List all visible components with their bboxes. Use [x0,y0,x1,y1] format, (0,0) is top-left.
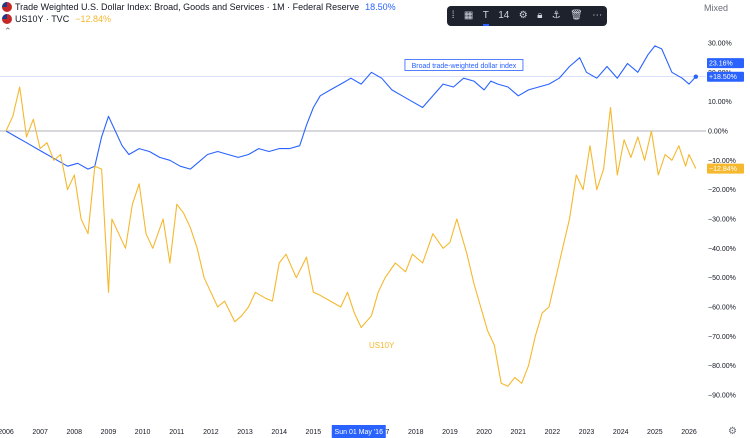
crosshair-date-label: Sun 01 May '16 [335,429,384,436]
gear-icon[interactable]: ⚙ [728,426,737,437]
dxy-last-tag-bg [707,58,744,69]
x-tick-label: 2008 [67,429,83,436]
y-tick-label: −40.00% [708,246,736,253]
y-tick-label: −80.00% [708,363,736,370]
x-tick-label: 2026 [681,429,697,436]
y-tick-label: −20.00% [708,187,736,194]
x-tick-label: 2014 [271,429,287,436]
x-tick-label: 2009 [101,429,117,436]
legend-us10y[interactable]: US10Y · TVC −12.84% [0,14,111,24]
drag-handle-icon[interactable]: ⁞ [451,10,455,21]
x-tick-label: 2012 [203,429,219,436]
trash-icon[interactable]: 🗑︎ [570,10,583,21]
text-icon[interactable]: T [482,7,489,26]
x-tick-label: 2006 [0,429,14,436]
y-tick-label: 30.00% [708,41,732,48]
legend-dxy[interactable]: Trade Weighted U.S. Dollar Index: Broad,… [0,2,396,12]
legend-dxy-value: 18.50% [365,2,396,12]
y-tick-label: 10.00% [708,99,732,106]
y-tick-label: −10.00% [708,158,736,165]
annotation-label: Broad trade-weighted dollar index [412,63,517,70]
us-flag-icon [2,14,12,24]
us10y-series-line [5,86,697,387]
x-tick-label: 2022 [545,429,561,436]
x-tick-label: 2019 [442,429,458,436]
legend-dxy-title: Trade Weighted U.S. Dollar Index: Broad,… [15,2,360,12]
dxy-last-point [693,74,699,79]
x-tick-label: 2013 [237,429,253,436]
x-tick-label: 2021 [510,429,526,436]
us10y-chart-label: US10Y [369,341,395,350]
y-tick-label: −70.00% [708,334,736,341]
us10y-last-tag-bg [707,163,744,174]
us10y-last-tag: −12.84% [709,166,737,173]
dxy-series-line [5,45,697,170]
dxy-pct-tag: +18.50% [709,74,737,81]
crosshair-date-box [331,425,386,438]
x-tick-label: 2024 [613,429,629,436]
us-flag-icon [2,2,12,12]
x-tick-label: 2023 [579,429,595,436]
x-tick-label: 2018 [408,429,424,436]
anchor-icon[interactable]: ⚓︎ [551,10,561,21]
annotation-box [404,59,524,71]
legend-us10y-title: US10Y · TVC [15,14,70,24]
x-tick-label: 2011 [169,429,184,436]
more-icon[interactable]: ⋯ [592,10,603,21]
x-tick-label: 2025 [647,429,663,436]
x-tick-label: 2020 [476,429,492,436]
y-tick-label: −90.00% [708,393,736,400]
lock-icon[interactable]: 🔒︎ [537,10,543,21]
y-tick-label: 0.00% [708,129,728,136]
y-tick-label: −60.00% [708,305,736,312]
collapse-chevron-icon[interactable]: ⌃ [4,26,12,36]
drawing-toolbar: ⁞ ▦ T 14 ⚙ 🔒︎ ⚓︎ 🗑︎ ⋯ [447,6,607,26]
x-tick-label: 2007 [32,429,48,436]
legend-us10y-value: −12.84% [75,14,111,24]
settings-icon[interactable]: ⚙ [518,10,528,21]
scale-mode[interactable]: Mixed [704,3,729,13]
dxy-pct-tag-bg [707,71,744,82]
dxy-last-tag: 23.16% [709,61,733,68]
x-tick-label: 2015 [306,429,322,436]
y-tick-label: −50.00% [708,275,736,282]
x-tick-label: 2010 [135,429,151,436]
font-size-value[interactable]: 14 [498,10,510,21]
template-icon[interactable]: ▦ [463,10,474,21]
y-tick-label: −30.00% [708,217,736,224]
